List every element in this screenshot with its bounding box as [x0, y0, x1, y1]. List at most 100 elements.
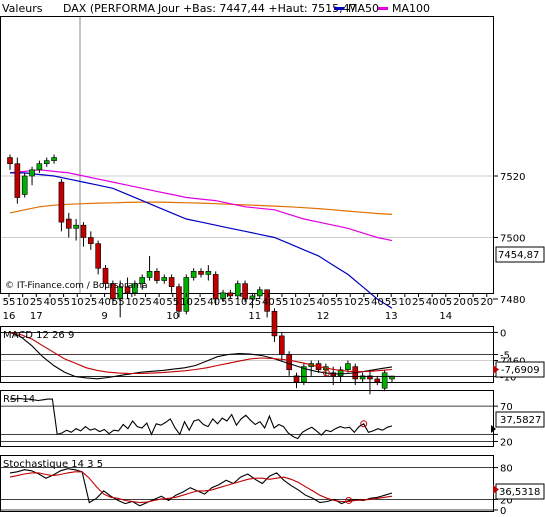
- rsi-marker-circle: [360, 420, 368, 428]
- candle-body-13: [102, 267, 109, 284]
- rsi-tick-label-2: 20: [500, 437, 513, 448]
- candle-29: [220, 289, 226, 303]
- rsi-panel-frame: [0, 390, 494, 447]
- candle-8: [65, 212, 72, 238]
- candle-body-21: [161, 277, 168, 281]
- candle-31: [234, 280, 241, 299]
- candle-11: [88, 231, 94, 250]
- candle-3: [29, 166, 35, 186]
- x-tick-label-4: 55: [57, 297, 70, 308]
- candle-39: [293, 372, 300, 389]
- x-tick-label-15: 40: [207, 297, 220, 308]
- x-tick-label-11: 40: [153, 297, 166, 308]
- candle-body-51: [381, 372, 388, 389]
- stoch-value-marker: [493, 485, 499, 494]
- rsi-value-marker: [491, 425, 496, 433]
- date-label-2: 9: [101, 311, 107, 322]
- candle-body-4: [36, 163, 43, 171]
- candle-36: [271, 308, 278, 343]
- candle-body-9: [73, 224, 79, 229]
- candle-body-7: [58, 181, 65, 223]
- candle-body-35: [264, 289, 270, 312]
- time-x-axis: 55 10 25 40 55 10 25 40 55 10 25 40 55 10 25 40 55 10 25 40…: [3, 293, 493, 322]
- ma100-legend-swatch: [378, 7, 388, 10]
- candle-27: [205, 265, 212, 281]
- candle-45: [337, 366, 344, 383]
- price-tick-label-1: 7480: [500, 295, 525, 306]
- candle-body-28: [212, 274, 219, 300]
- stoch-tick-label-1: 20: [500, 495, 513, 506]
- candle-48: [359, 372, 366, 383]
- x-tick-label-27: 40: [371, 297, 384, 308]
- candle-16: [124, 277, 131, 299]
- last-price-box: [495, 246, 545, 263]
- date-label-0: 16: [3, 311, 16, 322]
- candle-20: [154, 268, 160, 284]
- candle-body-27: [205, 271, 212, 275]
- x-tick-label-0: 55: [3, 297, 16, 308]
- stoch-value-label: 36,5318: [499, 487, 540, 498]
- candle-15: [117, 280, 123, 318]
- header-quote-label: Jour +Bas: 7447,44 +Haut: 7515,47: [157, 2, 357, 15]
- candle-body-49: [367, 375, 373, 380]
- rsi-tick-label-0: 70: [500, 402, 513, 413]
- x-tick-label-13: 10: [180, 297, 193, 308]
- candle-body-32: [242, 283, 248, 300]
- candle-6: [51, 154, 57, 164]
- x-tick-label-2: 25: [30, 297, 43, 308]
- moving-averages: [9, 169, 393, 309]
- x-tick-label-30: 25: [412, 297, 425, 308]
- watermark: © IT-Finance.com / Boursorama: [5, 281, 147, 291]
- x-tick-label-20: 55: [276, 297, 289, 308]
- stoch-tick-label-0: 80: [500, 464, 513, 475]
- candle-body-12: [95, 243, 101, 269]
- macd-series-1: [9, 331, 393, 375]
- candle-body-8: [65, 218, 72, 229]
- stoch-marker-circle: [345, 496, 353, 504]
- x-tick-label-10: 25: [139, 297, 152, 308]
- header-symbol-label: DAX (PERFORMA: [63, 2, 155, 15]
- date-label-1: 17: [30, 311, 43, 322]
- ma50-line: [10, 172, 393, 309]
- candle-body-48: [359, 375, 366, 380]
- x-tick-label-25: 10: [344, 297, 357, 308]
- candle-body-25: [190, 271, 197, 278]
- ma50-legend-label: MA50: [348, 2, 379, 15]
- x-tick-label-16: 55: [221, 297, 234, 308]
- macd-plot: 0 -5 -10: [1, 328, 516, 384]
- price-panel-frame: [0, 16, 494, 294]
- candle-26: [198, 268, 204, 278]
- x-tick-label-6: 25: [85, 297, 98, 308]
- candle-body-40: [301, 366, 307, 383]
- candle-19: [146, 255, 153, 281]
- candle-body-33: [249, 295, 256, 300]
- candle-0: [7, 154, 13, 170]
- price-tick-label-3: 7520: [500, 172, 525, 183]
- candle-7: [58, 179, 65, 232]
- rsi-value-box: [495, 411, 545, 428]
- candle-18: [139, 274, 146, 290]
- last-price-label: 7454,87: [498, 250, 539, 261]
- rsi-series-0: [10, 397, 393, 440]
- header-values-label: Valeurs: [2, 2, 43, 15]
- x-tick-label-24: 55: [330, 297, 343, 308]
- candle-body-45: [337, 369, 344, 377]
- x-tick-label-29: 10: [398, 297, 411, 308]
- candle-body-22: [168, 277, 175, 288]
- stoch-title: Stochastique 14 3 5: [3, 459, 103, 470]
- stoch-tick-label-2: 0: [500, 506, 506, 517]
- x-tick-label-35: 20: [480, 297, 493, 308]
- stoch-panel-frame: [0, 455, 494, 512]
- candle-body-38: [286, 354, 292, 371]
- candle-body-29: [220, 292, 226, 300]
- candle-49: [367, 369, 373, 395]
- candle-body-34: [256, 289, 263, 297]
- x-tick-label-8: 55: [112, 297, 125, 308]
- x-tick-label-18: 25: [248, 297, 261, 308]
- x-tick-label-12: 55: [166, 297, 179, 308]
- candle-body-1: [14, 163, 21, 198]
- candle-13: [102, 265, 109, 290]
- candle-35: [264, 289, 270, 318]
- rsi-plot: 70 20: [1, 397, 513, 448]
